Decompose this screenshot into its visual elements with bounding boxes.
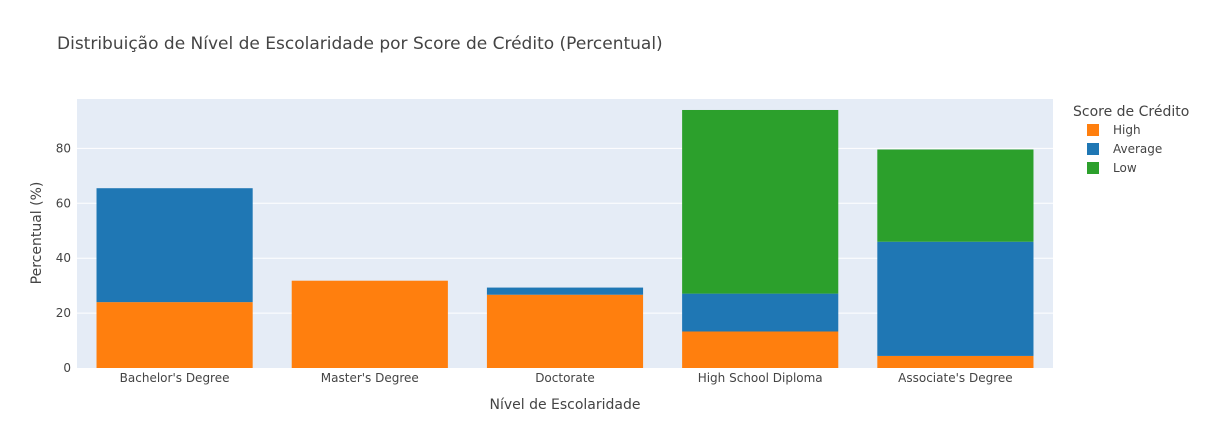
y-tick-label: 20 xyxy=(56,306,71,320)
chart-title: Distribuição de Nível de Escolaridade po… xyxy=(57,34,663,54)
legend-label-low[interactable]: Low xyxy=(1113,161,1137,175)
x-tick-label: Bachelor's Degree xyxy=(120,371,230,385)
y-tick-label: 60 xyxy=(56,196,71,210)
bar-average-3 xyxy=(682,293,839,332)
x-tick-label: High School Diploma xyxy=(698,371,823,385)
bar-average-2 xyxy=(486,287,644,295)
legend-swatch-high[interactable] xyxy=(1087,124,1099,136)
x-tick-label: Doctorate xyxy=(535,371,595,385)
bar-high-4 xyxy=(877,355,1034,368)
bar-low-3 xyxy=(682,109,839,294)
bar-high-1 xyxy=(291,280,448,368)
legend-label-high[interactable]: High xyxy=(1113,123,1141,137)
bar-average-4 xyxy=(877,241,1034,356)
y-axis-ticks: 0 20 40 60 80 xyxy=(56,141,71,375)
bar-high-3 xyxy=(682,331,839,368)
y-axis-title: Percentual (%) xyxy=(29,182,45,285)
legend: Score de Crédito High Average Low xyxy=(1073,104,1189,175)
y-tick-label: 40 xyxy=(56,251,71,265)
legend-swatch-average[interactable] xyxy=(1087,143,1099,155)
bar-high-0 xyxy=(96,302,253,368)
x-tick-label: Master's Degree xyxy=(321,371,419,385)
y-tick-label: 80 xyxy=(56,141,71,155)
legend-label-average[interactable]: Average xyxy=(1113,142,1162,156)
x-tick-label: Associate's Degree xyxy=(898,371,1012,385)
y-tick-label: 0 xyxy=(63,361,71,375)
bar-average-0 xyxy=(96,188,253,303)
legend-title: Score de Crédito xyxy=(1073,104,1189,120)
bars xyxy=(96,109,1034,368)
x-axis-title: Nível de Escolaridade xyxy=(489,397,640,413)
bar-low-4 xyxy=(877,149,1034,242)
x-axis-ticks: Bachelor's Degree Master's Degree Doctorat… xyxy=(120,371,1013,385)
bar-high-2 xyxy=(486,294,644,368)
legend-swatch-low[interactable] xyxy=(1087,162,1099,174)
